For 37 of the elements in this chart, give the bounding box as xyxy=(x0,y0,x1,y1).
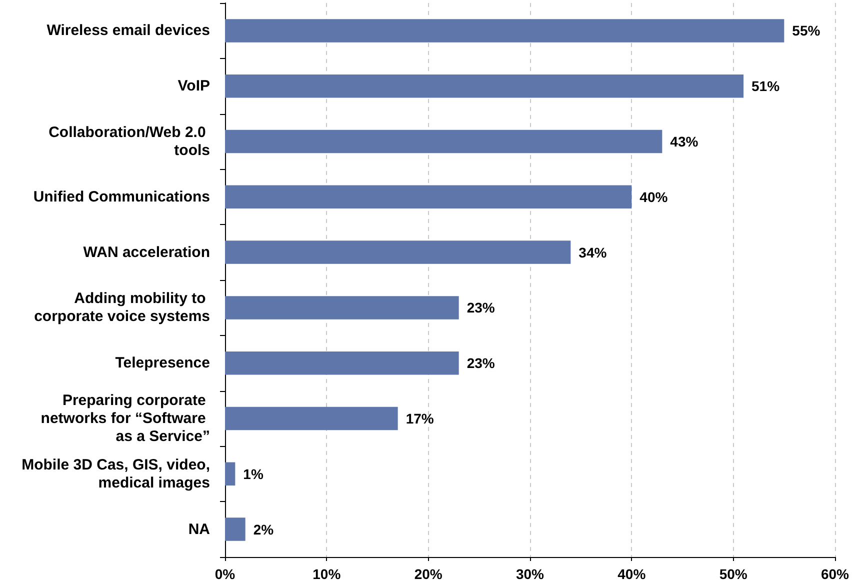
bar xyxy=(225,296,459,320)
y-tick-label: Collaboration/Web 2.0 tools xyxy=(48,124,210,159)
x-tick-label: 10% xyxy=(312,566,342,582)
data-label: 40% xyxy=(640,188,668,205)
y-tick-label: VoIP xyxy=(178,78,210,95)
y-tick-label: Unified Communications xyxy=(33,188,210,206)
y-tick-label: WAN acceleration xyxy=(83,244,210,261)
bar xyxy=(225,19,784,42)
x-tick-label: 30% xyxy=(516,566,545,582)
y-tick-label: Adding mobility to corporate voice systems xyxy=(34,290,210,326)
x-tick-label: 40% xyxy=(618,566,646,582)
y-tick-label: Telepresence xyxy=(115,354,210,372)
bar xyxy=(225,518,246,541)
x-tick-label: 60% xyxy=(820,566,850,582)
data-label: 17% xyxy=(406,410,434,426)
bar xyxy=(225,240,571,264)
bar xyxy=(225,462,236,486)
y-tick-label: Mobile 3D Cas, GIS, video, medical images xyxy=(22,456,210,492)
data-label: 51% xyxy=(752,78,780,94)
x-tick-label: 0% xyxy=(214,566,236,582)
y-tick-label: Wireless email devices xyxy=(46,22,210,40)
data-label: 1% xyxy=(243,466,264,482)
bar xyxy=(225,185,632,209)
data-label: 34% xyxy=(578,244,608,260)
bar xyxy=(225,74,744,98)
data-label: 23% xyxy=(466,355,496,372)
data-label: 2% xyxy=(253,521,274,538)
data-label: 43% xyxy=(670,134,699,150)
bar xyxy=(225,130,662,154)
y-tick-label: NA xyxy=(188,520,210,538)
data-label: 23% xyxy=(466,300,496,316)
data-label: 55% xyxy=(792,22,821,39)
x-tick-label: 20% xyxy=(414,566,443,582)
bar xyxy=(225,351,459,375)
bar xyxy=(225,406,398,430)
y-tick-label: Preparing corporate networks for “Software as a Service” xyxy=(40,392,210,445)
x-tick-label: 50% xyxy=(719,566,748,582)
